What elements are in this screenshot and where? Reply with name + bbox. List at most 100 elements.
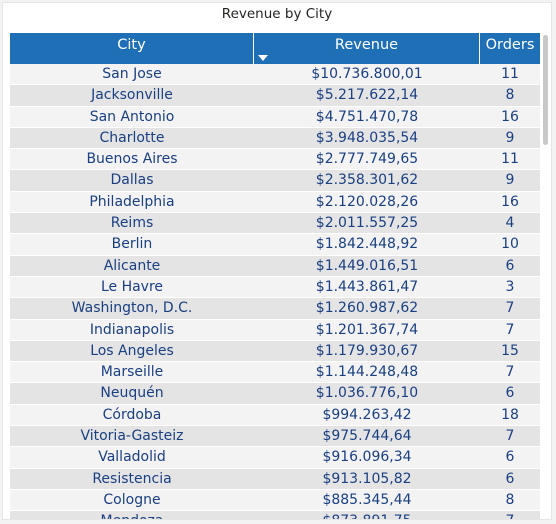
column-header-city[interactable]: City — [10, 33, 254, 64]
cell-revenue: $4.751.470,78 — [315, 108, 419, 125]
cell-revenue: $1.443.861,47 — [315, 278, 419, 295]
cell-orders: 4 — [505, 215, 515, 232]
table-row[interactable]: Jacksonville $5.217.622,14 8 — [10, 85, 540, 107]
cell-orders: 11 — [501, 66, 519, 82]
scrollbar-thumb[interactable] — [543, 35, 548, 145]
table-row[interactable]: Reims $2.011.557,25 4 — [10, 213, 540, 235]
cell-orders: 8 — [505, 491, 515, 508]
revenue-table: City Revenue Orders San Jose $10.736.800,… — [10, 33, 540, 519]
cell-city: Marseille — [100, 364, 164, 381]
cell-city: Vitoria-Gasteiz — [80, 428, 184, 445]
cell-orders: 7 — [505, 364, 515, 381]
cell-orders: 7 — [505, 428, 515, 445]
table-row[interactable]: Neuquén $1.036.776,10 6 — [10, 383, 540, 405]
cell-revenue: $913.105,82 — [322, 470, 412, 487]
cell-revenue: $994.263,42 — [322, 406, 412, 423]
table-row[interactable]: Indianapolis $1.201.367,74 7 — [10, 319, 540, 341]
vertical-scrollbar[interactable] — [542, 33, 550, 519]
cell-revenue: $10.736.800,01 — [311, 66, 423, 82]
cell-orders: 11 — [501, 151, 519, 168]
cell-revenue: $1.036.776,10 — [315, 385, 419, 402]
visual-title: Revenue by City — [221, 6, 333, 22]
cell-revenue: $873.891,75 — [254, 511, 480, 519]
cell-city: Los Angeles — [90, 342, 174, 359]
column-header-revenue-label: Revenue — [334, 37, 399, 53]
table-row[interactable]: Vitoria-Gasteiz $975.744,64 7 — [10, 426, 540, 448]
cell-orders: 6 — [505, 449, 515, 466]
cell-city: Valladolid — [98, 449, 166, 466]
cell-revenue: $1.144.248,48 — [315, 364, 419, 381]
cell-city: Jacksonville — [91, 87, 173, 104]
cell-city: Cologne — [103, 491, 161, 508]
cell-revenue: $3.948.035,54 — [315, 129, 419, 146]
cell-revenue: $2.120.028,26 — [315, 193, 419, 210]
cell-orders: 6 — [505, 470, 515, 487]
cell-revenue: $2.777.749,65 — [315, 151, 419, 168]
cell-revenue: $885.345,44 — [322, 491, 412, 508]
cell-city: Charlotte — [99, 129, 165, 146]
table-row[interactable]: Cologne $885.345,44 8 — [10, 489, 540, 512]
sort-descending-icon — [258, 55, 268, 61]
table-row[interactable]: Valladolid $916.096,34 6 — [10, 447, 540, 469]
table-row[interactable]: Marseille $1.144.248,48 7 — [10, 362, 540, 384]
cell-revenue: $1.201.367,74 — [315, 321, 419, 338]
column-header-orders-label: Orders — [485, 37, 535, 53]
cell-orders: 16 — [501, 193, 519, 210]
cell-orders: 9 — [505, 129, 515, 146]
cell-city: Alicante — [103, 257, 161, 274]
table-row[interactable]: Mendoza$873.891,757 — [10, 511, 540, 519]
cell-city: Washington, D.C. — [71, 300, 193, 317]
table-row[interactable]: Córdoba $994.263,42 18 — [10, 404, 540, 427]
cell-city: Le Havre — [100, 278, 164, 295]
cell-orders: 7 — [505, 300, 515, 317]
cell-orders: 3 — [505, 278, 515, 295]
cell-orders: 9 — [505, 172, 515, 189]
cell-city: Mendoza — [10, 511, 254, 519]
cell-revenue: $1.449.016,51 — [315, 257, 419, 274]
table-row[interactable]: Buenos Aires $2.777.749,65 11 — [10, 149, 540, 171]
table-row[interactable]: Le Havre $1.443.861,47 3 — [10, 276, 540, 299]
table-row[interactable]: Resistencia $913.105,82 6 — [10, 468, 540, 490]
table-row[interactable]: Washington, D.C. $1.260.987,62 7 — [10, 298, 540, 320]
cell-revenue: $916.096,34 — [322, 449, 412, 466]
cell-revenue: $1.842.448,92 — [315, 236, 419, 253]
cell-revenue: $5.217.622,14 — [315, 87, 419, 104]
cell-revenue: $2.011.557,25 — [315, 215, 419, 232]
cell-revenue: $2.358.301,62 — [315, 172, 419, 189]
table-row[interactable]: Berlin $1.842.448,92 10 — [10, 234, 540, 256]
cell-orders: 18 — [501, 406, 519, 423]
cell-city: Córdoba — [102, 406, 162, 423]
cell-city: Buenos Aires — [86, 151, 178, 168]
cell-orders: 6 — [505, 257, 515, 274]
column-header-orders[interactable]: Orders — [480, 33, 540, 64]
table-row[interactable]: Philadelphia $2.120.028,26 16 — [10, 191, 540, 214]
cell-revenue: $975.744,64 — [322, 428, 412, 445]
table-header: City Revenue Orders — [10, 33, 540, 64]
column-header-city-label: City — [117, 37, 146, 53]
column-header-revenue[interactable]: Revenue — [254, 33, 480, 64]
cell-city: San Antonio — [89, 108, 175, 125]
cell-city: Philadelphia — [89, 193, 175, 210]
table-row[interactable]: Charlotte $3.948.035,54 9 — [10, 127, 540, 150]
table-body: San Jose $10.736.800,01 11 Jacksonville $5.2… — [10, 64, 540, 519]
table-row[interactable]: San Antonio $4.751.470,78 16 — [10, 106, 540, 128]
cell-city: Berlin — [111, 236, 153, 253]
cell-revenue: $1.260.987,62 — [315, 300, 419, 317]
table-row[interactable]: San Jose $10.736.800,01 11 — [10, 64, 540, 86]
table-row[interactable]: Dallas $2.358.301,62 9 — [10, 170, 540, 192]
cell-orders: 10 — [501, 236, 519, 253]
cell-orders: 7 — [480, 511, 540, 519]
cell-city: Reims — [110, 215, 154, 232]
cell-city: Resistencia — [92, 470, 172, 487]
cell-orders: 8 — [505, 87, 515, 104]
table-row[interactable]: Los Angeles $1.179.930,67 15 — [10, 340, 540, 363]
cell-city: San Jose — [102, 66, 162, 82]
table-visual: Revenue by City City Revenue Orders San … — [2, 2, 552, 520]
cell-city: Neuquén — [100, 385, 164, 402]
cell-revenue: $1.179.930,67 — [315, 342, 419, 359]
cell-city: Dallas — [110, 172, 154, 189]
table-row[interactable]: Alicante $1.449.016,51 6 — [10, 255, 540, 277]
cell-city: Indianapolis — [89, 321, 175, 338]
cell-orders: 15 — [501, 342, 519, 359]
cell-orders: 7 — [505, 321, 515, 338]
